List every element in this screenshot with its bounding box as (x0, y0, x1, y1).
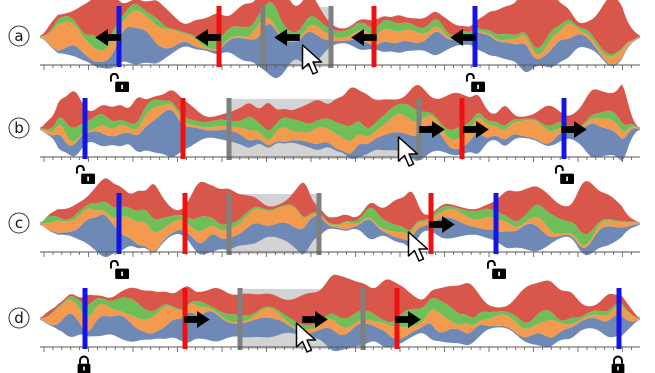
orange-stream-layer (40, 10, 640, 65)
selection-right-handle[interactable] (360, 288, 366, 350)
blue-marker[interactable] (493, 193, 499, 254)
blue-stream-layer (40, 109, 640, 162)
panel-label-badge: a (8, 25, 30, 47)
selection-left-handle[interactable] (260, 6, 266, 68)
lock-open-icon[interactable] (555, 165, 574, 184)
panel-d: d (8, 274, 640, 373)
selection-right-handle[interactable] (416, 98, 422, 160)
green-stream-layer (40, 296, 640, 330)
lock-open-icon[interactable] (487, 260, 506, 279)
orange-stream-layer (40, 299, 640, 340)
lock-closed-icon[interactable] (76, 355, 92, 373)
lock-open-icon[interactable] (76, 165, 95, 184)
red-stream-layer (40, 274, 640, 326)
lock-closed-icon[interactable] (610, 355, 626, 373)
panel-label: d (14, 309, 24, 327)
panels-root: a b c d (8, 0, 640, 373)
panel-label-circle (8, 212, 30, 234)
panel-label: b (14, 119, 24, 137)
blue-marker[interactable] (82, 288, 88, 349)
blue-marker[interactable] (82, 98, 88, 159)
red-stream-layer (40, 84, 640, 131)
red-marker[interactable] (182, 193, 188, 254)
selection-right-handle[interactable] (316, 193, 322, 255)
panel-c: c (8, 178, 640, 279)
red-marker[interactable] (180, 98, 186, 159)
panel-label-circle (8, 307, 30, 329)
selection-left-handle[interactable] (237, 288, 243, 350)
lock-open-icon[interactable] (110, 73, 129, 92)
red-stream-layer (40, 178, 640, 235)
panel-label-badge: d (8, 307, 30, 329)
panel-b: b (8, 84, 640, 184)
lock-open-icon[interactable] (110, 260, 129, 279)
red-stream-layer (40, 0, 640, 54)
blue-marker[interactable] (616, 288, 622, 349)
blue-marker[interactable] (116, 193, 122, 254)
red-marker[interactable] (459, 98, 465, 159)
selection-right-handle[interactable] (328, 6, 334, 68)
panel-label-circle (8, 25, 30, 47)
selection-left-handle[interactable] (226, 193, 232, 255)
panel-label: a (14, 27, 23, 45)
blue-stream-layer (40, 24, 640, 79)
panel-label-badge: b (8, 117, 30, 139)
panel-label-circle (8, 117, 30, 139)
orange-stream-layer (40, 205, 640, 252)
green-stream-layer (40, 99, 640, 142)
blue-stream-layer (40, 214, 640, 258)
panel-label-badge: c (8, 212, 30, 234)
selection-left-handle[interactable] (226, 98, 232, 160)
panel-a: a (8, 0, 640, 92)
orange-stream-layer (40, 104, 640, 154)
lock-open-icon[interactable] (466, 73, 485, 92)
panel-label: c (15, 214, 23, 232)
